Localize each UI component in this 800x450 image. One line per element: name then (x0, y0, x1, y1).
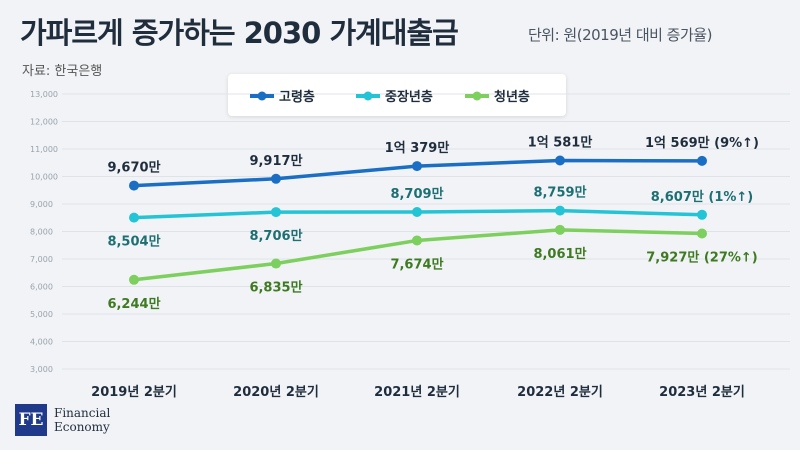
brand-line-1: Financial (54, 406, 111, 420)
y-tick-label: 8,000 (30, 228, 53, 237)
y-tick-label: 12,000 (30, 118, 58, 127)
data-point (129, 212, 139, 223)
data-point (412, 161, 422, 172)
data-point (271, 258, 281, 269)
data-point (129, 274, 139, 285)
brand-logo: FE (15, 404, 47, 436)
y-tick-label: 13,000 (30, 90, 58, 99)
data-label: 8,504만 (107, 234, 160, 250)
data-label: 8,706만 (249, 228, 302, 244)
y-tick-label: 11,000 (30, 145, 58, 154)
data-point (697, 228, 707, 239)
data-point (697, 209, 707, 220)
brand-line-2: Economy (54, 420, 110, 434)
y-tick-label: 7,000 (30, 255, 53, 264)
legend-label: 고령층 (279, 89, 315, 105)
data-label: 8,709만 (390, 186, 443, 202)
data-label: 6,244만 (107, 296, 160, 312)
data-label: 1억 581만 (528, 135, 593, 151)
data-label: 8,061만 (533, 246, 586, 262)
chart-title: 가파르게 증가하는 2030 가계대출금 (20, 16, 459, 50)
data-label: 1억 379만 (385, 140, 450, 156)
data-label: 1억 569만 (9%↑) (645, 135, 759, 151)
data-point (412, 207, 422, 218)
x-tick-label: 2022년 2분기 (517, 385, 603, 400)
brand-name: Financial Economy (54, 406, 110, 434)
y-tick-label: 9,000 (30, 200, 53, 209)
data-point (271, 173, 281, 184)
x-tick-label: 2019년 2분기 (91, 385, 177, 400)
data-point (271, 207, 281, 218)
unit-note: 단위: 원(2019년 대비 증가율) (528, 26, 712, 44)
y-tick-label: 5,000 (30, 310, 53, 319)
legend (228, 74, 566, 116)
data-point (697, 155, 707, 166)
data-label: 7,674만 (390, 256, 443, 272)
data-point (129, 180, 139, 191)
x-tick-label: 2023년 2분기 (659, 385, 745, 400)
data-label: 6,835만 (249, 280, 302, 296)
data-label: 8,607만 (1%↑) (651, 189, 753, 205)
y-tick-label: 10,000 (30, 173, 58, 182)
source-note: 자료: 한국은행 (22, 64, 103, 79)
y-tick-label: 3,000 (30, 365, 53, 374)
y-tick-label: 4,000 (30, 338, 53, 347)
data-label: 8,759만 (533, 185, 586, 201)
legend-marker (257, 91, 267, 101)
legend-marker (472, 91, 482, 101)
data-label: 7,927만 (27%↑) (646, 250, 758, 266)
x-tick-label: 2021년 2분기 (374, 385, 460, 400)
legend-marker (363, 91, 373, 101)
data-label: 9,917만 (249, 153, 302, 169)
data-point (412, 235, 422, 246)
data-point (555, 224, 565, 235)
legend-label: 중장년층 (385, 89, 433, 105)
y-tick-label: 6,000 (30, 283, 53, 292)
data-point (555, 205, 565, 216)
data-point (555, 155, 565, 166)
x-tick-label: 2020년 2분기 (233, 385, 319, 400)
data-label: 9,670만 (107, 160, 160, 176)
legend-label: 청년층 (494, 89, 530, 105)
